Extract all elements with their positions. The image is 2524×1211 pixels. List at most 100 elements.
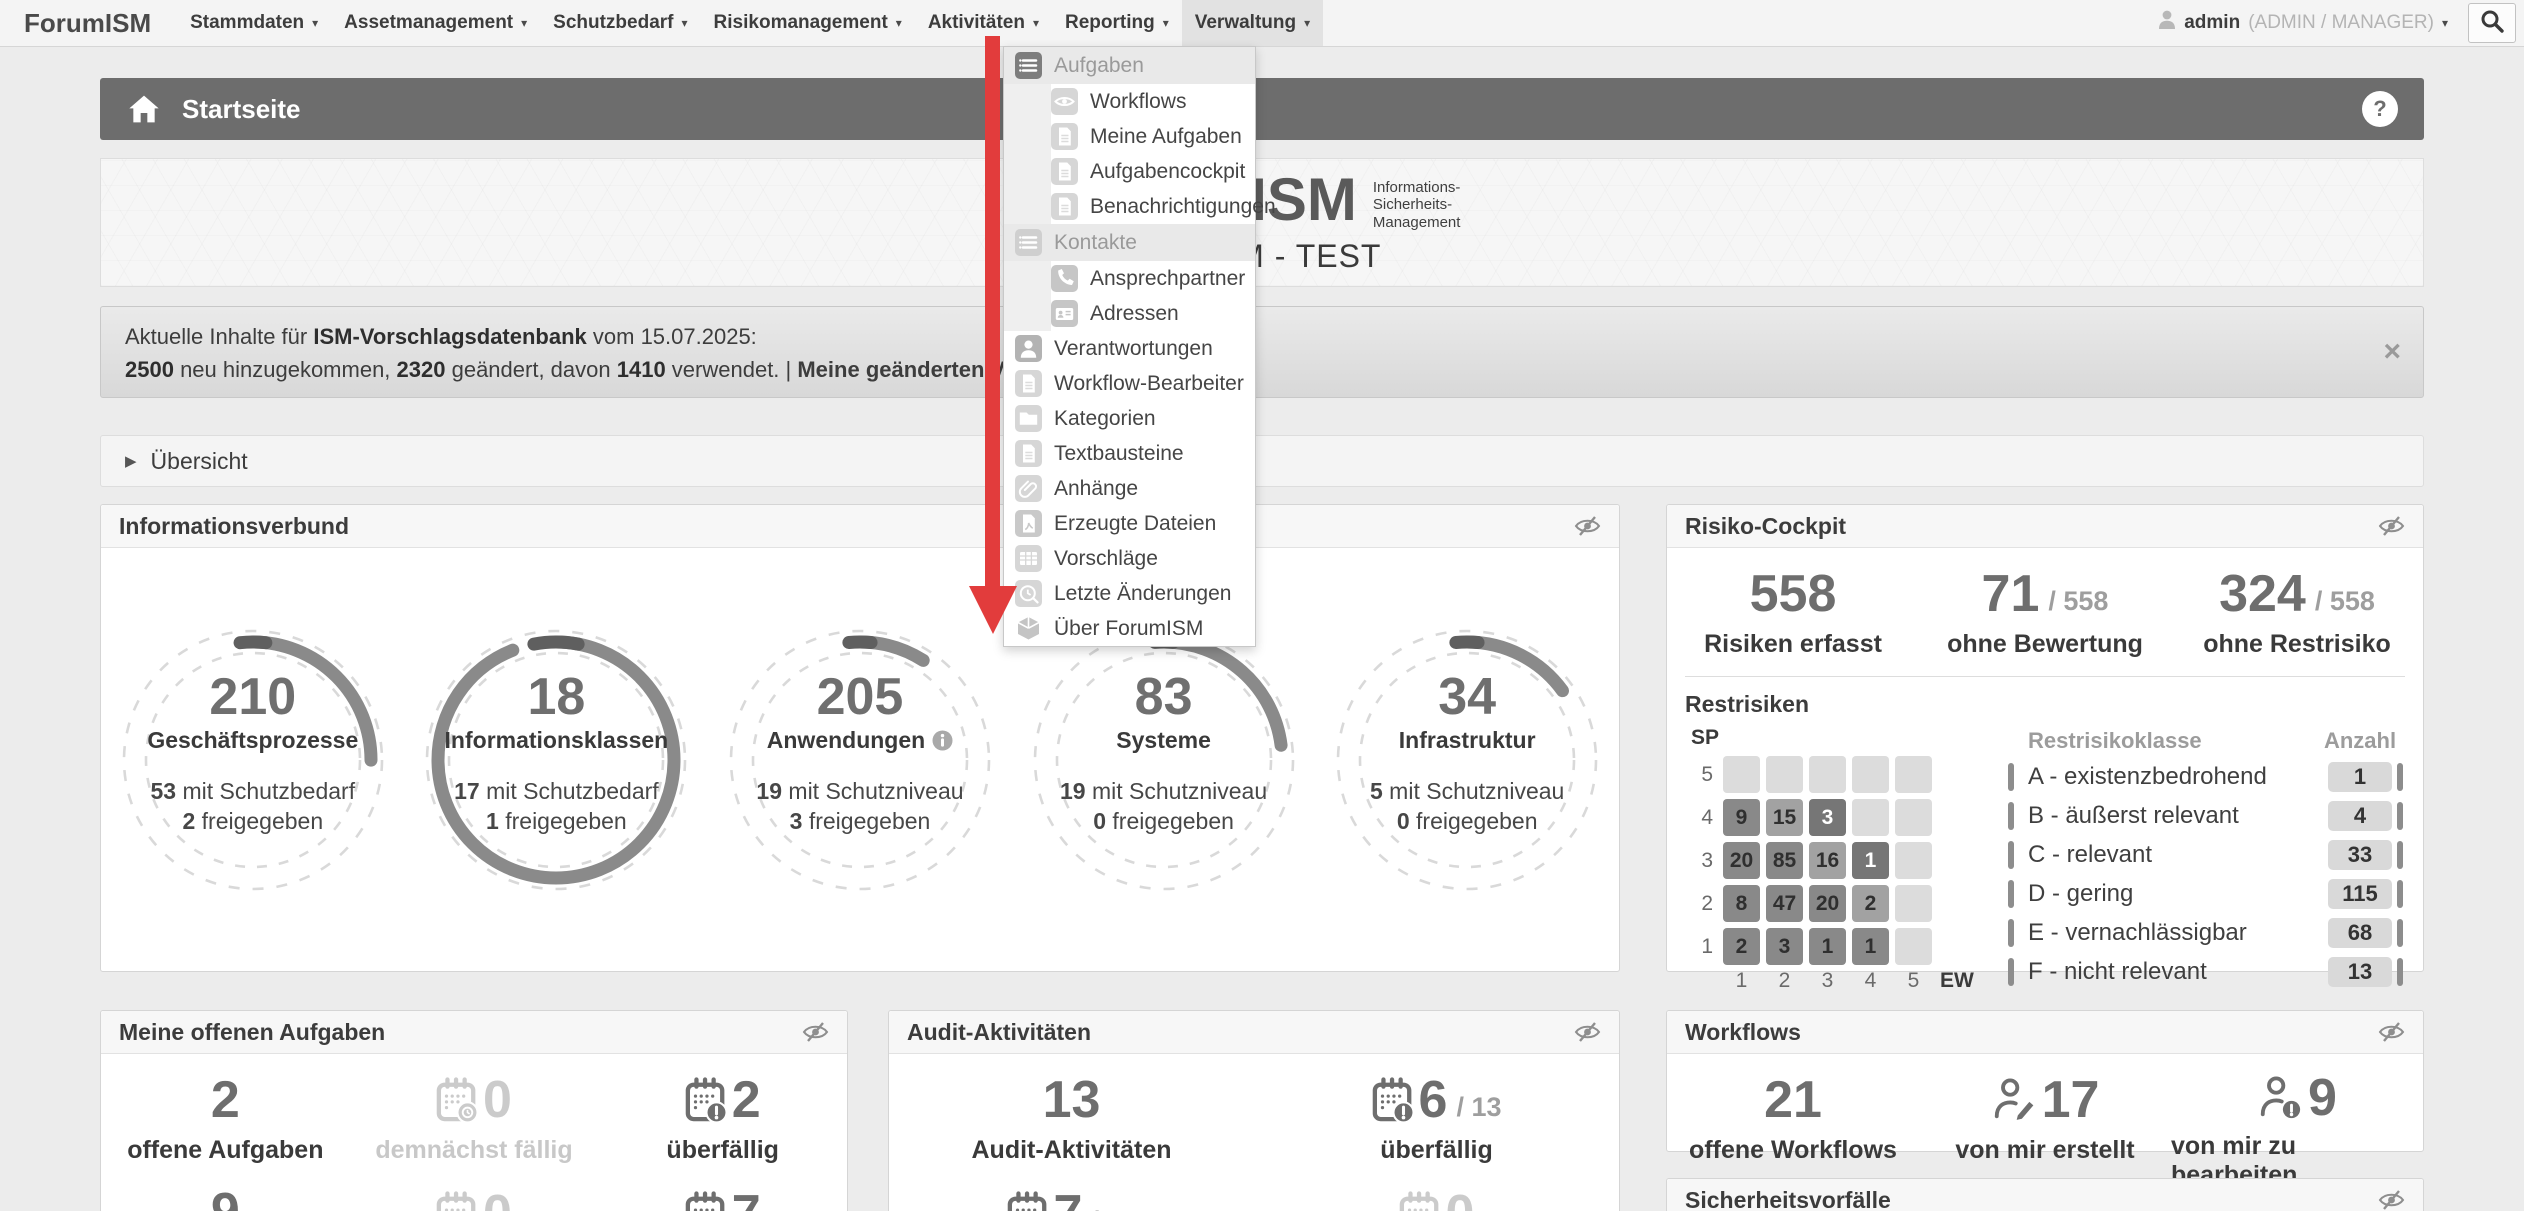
matrix-cell-sp3-ew4[interactable]: 1	[1852, 842, 1889, 879]
stat-audit-aktivitäten[interactable]: 13 Audit-Aktivitäten	[889, 1072, 1254, 1174]
matrix-cell-sp2-ew2[interactable]: 47	[1766, 885, 1803, 922]
stat-überfällig[interactable]: 2 überfällig	[598, 1072, 847, 1174]
hide-panel-icon[interactable]	[1574, 1020, 1601, 1044]
gauge-infrastruktur[interactable]: 34 Infrastruktur 5 mit Schutzniveau 0 freig…	[1315, 620, 1619, 900]
notice-line1: Aktuelle Inhalte für ISM-Vorschlagsdaten…	[125, 324, 757, 349]
menu-item-workflow-bearbeiter[interactable]: Workflow-Bearbeiter	[1004, 366, 1255, 401]
stat-value: 0	[483, 1188, 512, 1211]
matrix-col-label: 1	[1735, 969, 1748, 992]
class-marker	[2008, 802, 2014, 830]
overview-toggle[interactable]: ▶ Übersicht	[100, 435, 2424, 487]
list-icon	[1015, 52, 1042, 79]
help-button[interactable]: ?	[2362, 91, 2398, 127]
menu-item-label: Workflow-Bearbeiter	[1054, 371, 1244, 395]
count-marker	[2397, 763, 2403, 791]
stats-row: 2 offene Aufgaben 0 demnächst fällig 2 überfä…	[101, 1060, 847, 1174]
menu-item-verantwortungen[interactable]: Verantwortungen	[1004, 331, 1255, 366]
class-label: E - vernachlässigbar	[2028, 919, 2247, 946]
count-marker	[2397, 802, 2403, 830]
stat-demnächst-fällig[interactable]: 7/ 13demnächst fällig	[889, 1186, 1254, 1211]
matrix-cell-sp1-ew1[interactable]: 2	[1723, 928, 1760, 965]
menu-item-textbausteine[interactable]: Textbausteine	[1004, 436, 1255, 471]
menu-item-anhänge[interactable]: Anhänge	[1004, 471, 1255, 506]
menu-item-benachrichtigungen[interactable]: Benachrichtigungen	[1004, 189, 1276, 224]
main-menu: Stammdaten ▾ Assetmanagement ▾ Schutzbedarf ▾…	[177, 0, 1324, 46]
nav-item-risikomanagement[interactable]: Risikomanagement ▾	[701, 0, 915, 46]
stat-suffix: / 13	[1456, 1091, 1502, 1122]
menu-item-letzte-änderungen[interactable]: Letzte Änderungen	[1004, 576, 1255, 611]
gauge-informationsklassen[interactable]: 18 Informationsklassen 17 mit Schutzbedarf…	[405, 620, 709, 900]
menu-item-ansprechpartner[interactable]: Ansprechpartner	[1004, 261, 1255, 296]
calendar-clock-icon	[1007, 1191, 1049, 1211]
restrisiko-class-f[interactable]: F - nicht relevant 13	[2008, 956, 2403, 988]
nav-item-assetmanagement[interactable]: Assetmanagement ▾	[331, 0, 540, 46]
matrix-cell-sp3-ew1[interactable]: 20	[1723, 842, 1760, 879]
matrix-cell-sp5-ew1	[1723, 756, 1760, 793]
nav-item-aktivitäten[interactable]: Aktivitäten ▾	[915, 0, 1052, 46]
restrisiko-class-c[interactable]: C - relevant 33	[2008, 839, 2403, 871]
nav-item-verwaltung[interactable]: Verwaltung ▾	[1181, 0, 1324, 46]
hide-panel-icon[interactable]	[2378, 1188, 2405, 1211]
restrisiko-class-b[interactable]: B - äußerst relevant 4	[2008, 800, 2403, 832]
menu-item-aufgabencockpit[interactable]: Aufgabencockpit	[1004, 154, 1255, 189]
nav-item-reporting[interactable]: Reporting ▾	[1052, 0, 1182, 46]
menu-item-workflows[interactable]: Workflows	[1004, 84, 1255, 119]
user-menu[interactable]: admin (ADMIN / MANAGER) ▾	[2158, 10, 2448, 36]
restrisiko-class-e[interactable]: E - vernachlässigbar 68	[2008, 917, 2403, 949]
home-icon[interactable]	[128, 94, 160, 124]
gauge-subline: 5 mit Schutzniveau	[1370, 777, 1565, 804]
gauge-systeme[interactable]: 83 Systeme 19 mit Schutzniveau 0 freigegebe…	[1012, 620, 1316, 900]
class-count-badge: 1	[2328, 762, 2392, 792]
app-logo[interactable]: ForumISM	[24, 7, 152, 38]
stat-offene-aufgaben[interactable]: 2 offene Aufgaben	[101, 1072, 350, 1174]
info-icon[interactable]	[932, 730, 953, 751]
matrix-cell-sp2-ew1[interactable]: 8	[1723, 885, 1760, 922]
stat-value: 9	[2308, 1069, 2337, 1127]
stat-risiken-erfasst[interactable]: 558 Risiken erfasst	[1667, 566, 1919, 668]
menu-item-über-forumism[interactable]: Über ForumISM	[1004, 611, 1255, 646]
hide-panel-icon[interactable]	[2378, 514, 2405, 538]
restrisiko-class-a[interactable]: A - existenzbedrohend 1	[2008, 761, 2403, 793]
close-icon[interactable]: ×	[2383, 335, 2401, 368]
search-button[interactable]	[2468, 3, 2516, 43]
stat-von-mir-zu-bearbeiten[interactable]: 9 von mir zu bearbeiten	[2171, 1069, 2423, 1189]
hide-panel-icon[interactable]	[802, 1020, 829, 1044]
stat-ohne-bewertung[interactable]: 71 / 558 ohne Bewertung	[1919, 566, 2171, 668]
hide-panel-icon[interactable]	[2378, 1020, 2405, 1044]
matrix-cell-sp1-ew2[interactable]: 3	[1766, 928, 1803, 965]
matrix-cell-sp1-ew4[interactable]: 1	[1852, 928, 1889, 965]
matrix-cell-sp4-ew3[interactable]: 3	[1809, 799, 1846, 836]
matrix-cell-sp2-ew3[interactable]: 20	[1809, 885, 1846, 922]
stat-überfällig[interactable]: 7überfällig	[598, 1186, 847, 1211]
class-count-badge: 4	[2328, 801, 2392, 831]
stat-offene-wiedervorlagen[interactable]: 9offene Wiedervorlagen	[101, 1186, 350, 1211]
menu-item-vorschläge[interactable]: Vorschläge	[1004, 541, 1255, 576]
nav-item-stammdaten[interactable]: Stammdaten ▾	[177, 0, 331, 46]
stat-ohne-restrisiko[interactable]: 324 / 558 ohne Restrisiko	[2171, 566, 2423, 668]
stat-überfällig[interactable]: 6 / 13 überfällig	[1254, 1072, 1619, 1174]
matrix-cell-sp1-ew3[interactable]: 1	[1809, 928, 1846, 965]
matrix-cell-sp4-ew1[interactable]: 9	[1723, 799, 1760, 836]
matrix-cell-sp2-ew4[interactable]: 2	[1852, 885, 1889, 922]
matrix-cell-sp4-ew2[interactable]: 15	[1766, 799, 1803, 836]
matrix-cell-sp3-ew3[interactable]: 16	[1809, 842, 1846, 879]
menu-item-kategorien[interactable]: Kategorien	[1004, 401, 1255, 436]
gauge-geschäftsprozesse[interactable]: 210 Geschäftsprozesse 53 mit Schutzbedarf 2…	[101, 620, 405, 900]
phone-icon	[1051, 265, 1078, 292]
panel-header: Workflows	[1667, 1011, 2423, 1054]
gauge-anwendungen[interactable]: 205 Anwendungen 19 mit Schutzniveau 3 freig…	[708, 620, 1012, 900]
matrix-y-axis-label: SP	[1691, 726, 1720, 749]
hide-panel-icon[interactable]	[1574, 514, 1601, 538]
stat-abgeschlossen[interactable]: 0abgeschlossen	[1254, 1186, 1619, 1211]
stat-von-mir-erstellt[interactable]: 17 von mir erstellt	[1919, 1072, 2171, 1174]
menu-item-adressen[interactable]: Adressen	[1004, 296, 1255, 331]
menu-item-erzeugte-dateien[interactable]: Erzeugte Dateien	[1004, 506, 1255, 541]
matrix-col-label: 3	[1821, 969, 1834, 992]
nav-item-schutzbedarf[interactable]: Schutzbedarf ▾	[540, 0, 700, 46]
matrix-cell-sp3-ew2[interactable]: 85	[1766, 842, 1803, 879]
stat-offene-workflows[interactable]: 21 offene Workflows	[1667, 1072, 1919, 1174]
menu-item-meine-aufgaben[interactable]: Meine Aufgaben	[1004, 119, 1255, 154]
restrisiko-class-d[interactable]: D - gering 115	[2008, 878, 2403, 910]
